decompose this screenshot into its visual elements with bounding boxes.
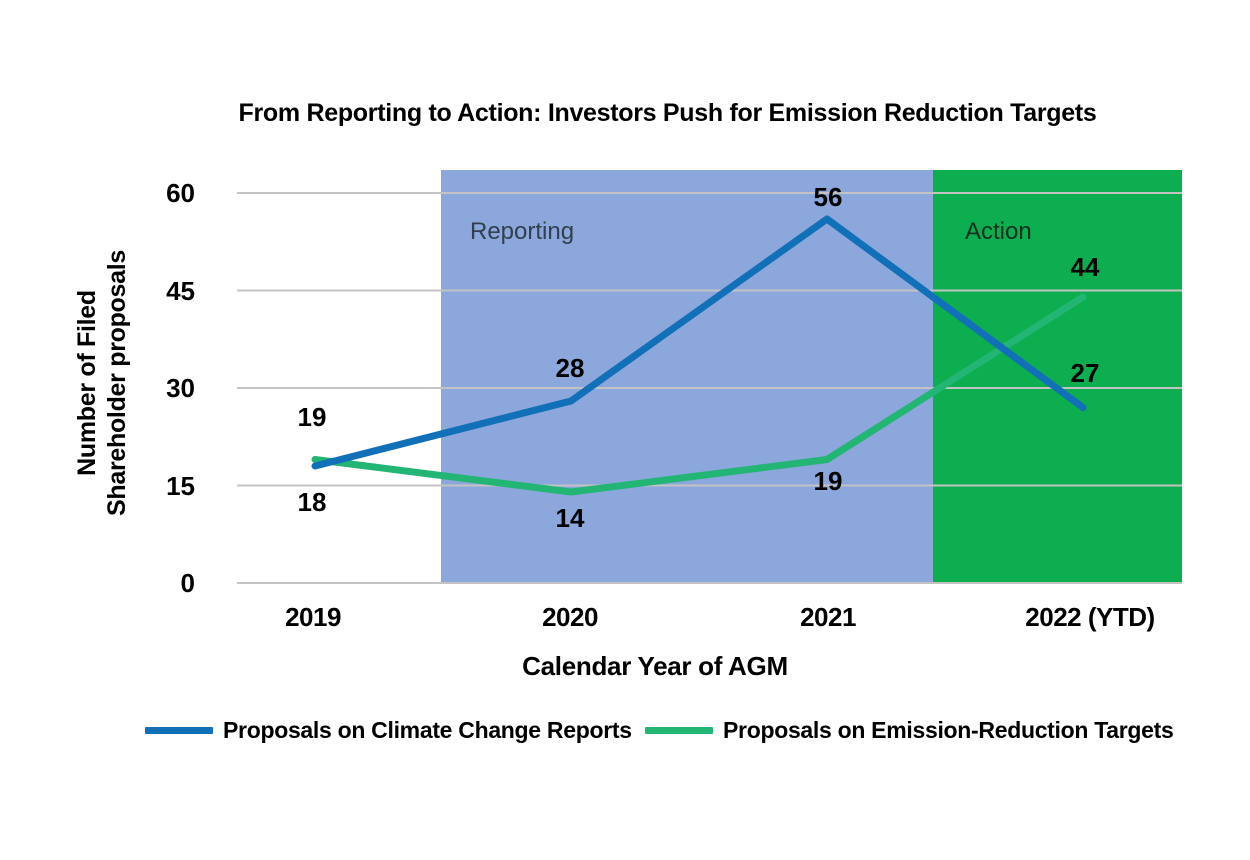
x-axis-title: Calendar Year of AGM	[522, 651, 788, 681]
x-tick-2020: 2020	[542, 602, 598, 632]
reporting-region-label: Reporting	[470, 218, 575, 245]
legend-label-climate-reports: Proposals on Climate Change Reports	[223, 716, 632, 743]
data-label-emission-2021: 19	[813, 466, 843, 496]
data-label-climate-2019: 18	[297, 487, 327, 517]
y-tick-45: 45	[166, 276, 195, 306]
legend-label-emission-targets: Proposals on Emission-Reduction Targets	[723, 716, 1174, 743]
data-label-emission-2020: 14	[555, 503, 585, 533]
legend-entry-emission-targets: Proposals on Emission-Reduction Targets	[645, 716, 1174, 744]
chart-title: From Reporting to Action: Investors Push…	[238, 99, 1097, 127]
y-tick-30: 30	[166, 373, 195, 403]
action-region-label: Action	[965, 218, 1032, 245]
y-tick-15: 15	[166, 471, 195, 501]
data-label-emission-2019: 19	[297, 402, 327, 432]
y-tick-0: 0	[180, 568, 195, 598]
data-label-climate-2020: 28	[555, 353, 585, 383]
climate-change-reports-line	[311, 215, 1087, 470]
action-phase-region	[933, 170, 1182, 583]
data-label-climate-2022: 27	[1070, 358, 1100, 388]
y-tick-60: 60	[166, 178, 195, 208]
legend-entry-climate-reports: Proposals on Climate Change Reports	[145, 716, 632, 744]
emission-targets-line-swatch	[645, 726, 713, 734]
data-label-climate-2021: 56	[813, 182, 843, 212]
x-tick-2021: 2021	[800, 602, 856, 632]
y-axis-title-line-1: Number of Filed	[73, 290, 101, 476]
climate-reports-line-swatch	[145, 726, 213, 734]
y-gridlines	[237, 192, 1182, 584]
x-tick-2022-ytd: 2022 (YTD)	[1025, 602, 1155, 632]
emission-reduction-targets-line	[311, 293, 1087, 496]
x-tick-2019: 2019	[285, 602, 341, 632]
data-label-emission-2022: 44	[1070, 252, 1100, 282]
